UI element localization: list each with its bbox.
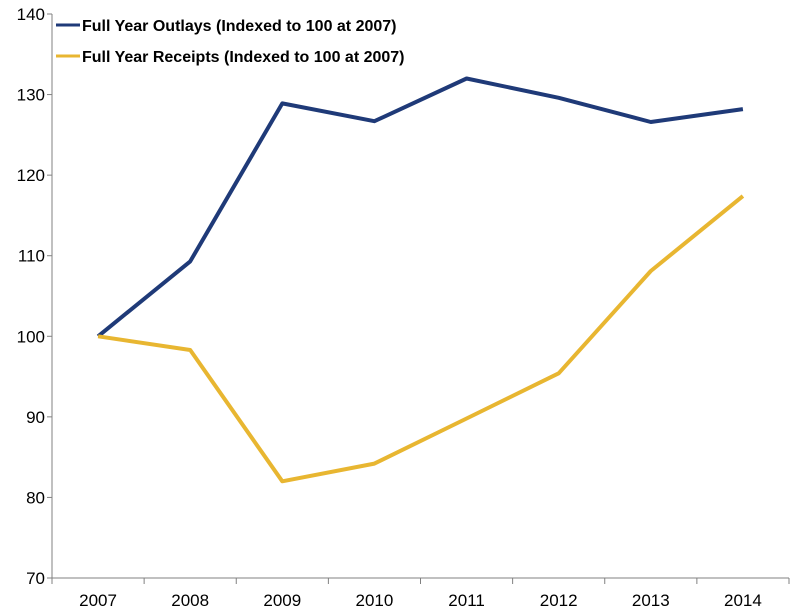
x-tick-label: 2009 xyxy=(263,591,301,610)
y-tick-label: 100 xyxy=(17,327,45,346)
x-tick-label: 2007 xyxy=(79,591,117,610)
y-tick-label: 110 xyxy=(18,247,45,266)
y-tick-label: 140 xyxy=(17,5,45,24)
series-line-outlays xyxy=(96,76,744,338)
legend-item-outlays: Full Year Outlays (Indexed to 100 at 200… xyxy=(56,18,397,35)
x-tick-label: 2011 xyxy=(448,591,485,610)
legend-item-receipts: Full Year Receipts (Indexed to 100 at 20… xyxy=(56,49,405,66)
x-tick-label: 2012 xyxy=(540,591,578,610)
x-axis: 2007 2008 2009 2010 2011 2012 2013 2014 xyxy=(51,577,790,610)
legend-label-outlays: Full Year Outlays (Indexed to 100 at 200… xyxy=(82,18,397,35)
x-tick-label: 2013 xyxy=(632,591,670,610)
x-tick-label: 2014 xyxy=(724,591,762,610)
y-tick-label: 90 xyxy=(26,408,45,427)
y-tick-label: 120 xyxy=(17,166,45,185)
x-tick-label: 2010 xyxy=(356,591,394,610)
legend-label-receipts: Full Year Receipts (Indexed to 100 at 20… xyxy=(82,49,405,66)
plot-series xyxy=(96,76,745,484)
y-tick-label: 80 xyxy=(26,488,45,507)
y-tick-label: 70 xyxy=(26,569,45,588)
legend: Full Year Outlays (Indexed to 100 at 200… xyxy=(56,18,405,66)
y-tick-label: 130 xyxy=(17,86,45,105)
series-line-receipts xyxy=(97,194,745,484)
y-axis: 70 80 90 100 110 120 130 140 xyxy=(17,5,53,588)
x-tick-label: 2008 xyxy=(171,591,209,610)
